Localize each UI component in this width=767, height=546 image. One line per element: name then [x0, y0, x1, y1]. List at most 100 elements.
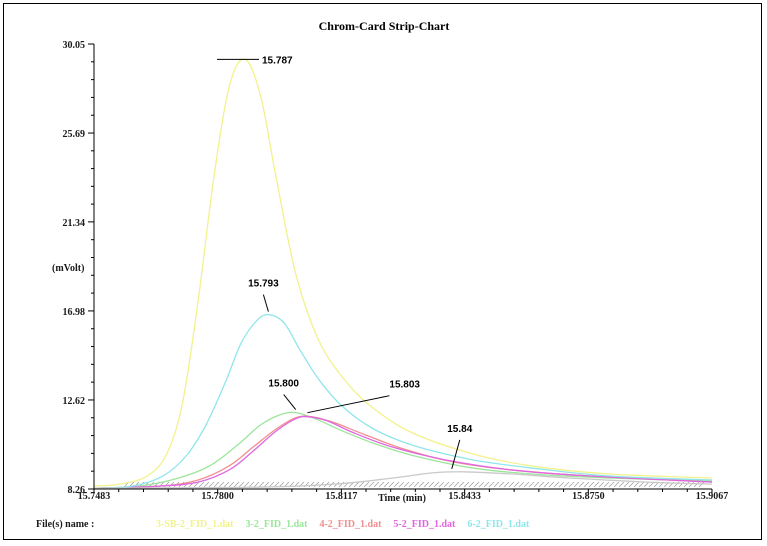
baseline-hatch-mark — [603, 481, 610, 488]
legend-entry: 4-2_FID_1.dat — [319, 519, 382, 530]
baseline-hatch-mark — [618, 481, 625, 488]
legend-entry: 5-2_FID_1.dat — [393, 519, 456, 530]
baseline-hatch-mark — [588, 481, 595, 488]
baseline-hatch-mark — [693, 481, 700, 488]
baseline-hatch-mark — [688, 481, 695, 488]
baseline-hatch-mark — [418, 481, 425, 488]
baseline-hatch-mark — [438, 481, 445, 488]
baseline-hatch-mark — [458, 481, 465, 488]
baseline-hatch-mark — [498, 481, 505, 488]
baseline-hatch-mark — [538, 481, 545, 488]
legend-entry: 3-2_FID_1.dat — [246, 519, 309, 530]
peak-label: 15.793 — [248, 279, 279, 290]
baseline-hatch-mark — [253, 481, 260, 488]
x-tick-label: 15.8117 — [325, 491, 357, 502]
baseline-hatch-mark — [423, 481, 430, 488]
baseline-hatch-mark — [408, 481, 415, 488]
peak-label: 15.787 — [262, 55, 293, 66]
y-axis-label: (mVolt) — [52, 263, 84, 274]
annotation-leader — [262, 294, 269, 312]
baseline-hatch-mark — [633, 481, 640, 488]
baseline-hatch-mark — [643, 481, 650, 488]
baseline-hatch-mark — [403, 481, 410, 488]
y-tick-label: 30.05 — [63, 40, 86, 51]
annotation-leader — [451, 439, 461, 469]
baseline-hatch-mark — [233, 481, 240, 488]
legend: File(s) name : 3-SB-2_FID_1.dat 3-2_FID_1… — [36, 519, 530, 530]
baseline-hatch-mark — [528, 481, 535, 488]
baseline-hatch-mark — [358, 481, 365, 488]
baseline-hatch-mark — [623, 481, 630, 488]
baseline-hatch-mark — [338, 481, 345, 488]
baseline-hatch-mark — [193, 481, 200, 488]
chart-frame: Chrom-Card Strip-Chart 30.05 25.69 21.34 16… — [3, 3, 762, 540]
baseline-hatch-mark — [493, 481, 500, 488]
series-line-4 — [93, 415, 713, 489]
baseline-hatch-mark — [568, 481, 575, 488]
baseline-hatch-mark — [698, 481, 705, 488]
baseline-hatch — [123, 481, 705, 488]
baseline-hatch-mark — [213, 481, 220, 488]
baseline-hatch-mark — [353, 481, 360, 488]
y-tick-label: 25.69 — [63, 129, 86, 140]
legend-entry: 3-SB-2_FID_1.dat — [156, 519, 234, 530]
series-lines — [93, 58, 713, 489]
baseline-hatch-mark — [378, 481, 385, 488]
baseline-hatch-mark — [478, 481, 485, 488]
baseline-hatch-mark — [258, 481, 265, 488]
baseline-hatch-mark — [518, 481, 525, 488]
baseline-hatch-mark — [373, 481, 380, 488]
baseline-hatch-mark — [453, 481, 460, 488]
peak-annotations: 15.787 15.793 15.800 15.803 15.84 — [216, 55, 473, 469]
baseline-hatch-mark — [398, 481, 405, 488]
baseline-hatch-mark — [268, 481, 275, 488]
annotation-leader — [307, 395, 390, 414]
legend-title: File(s) name : — [36, 519, 94, 530]
baseline-hatch-mark — [238, 481, 245, 488]
baseline-hatch-mark — [523, 481, 530, 488]
baseline-hatch-mark — [223, 481, 230, 488]
baseline-hatch-mark — [513, 481, 520, 488]
peak-label: 15.803 — [389, 380, 420, 391]
baseline-hatch-mark — [508, 481, 515, 488]
baseline-hatch-mark — [228, 481, 235, 488]
baseline-hatch-mark — [638, 481, 645, 488]
y-tick-label: 12.62 — [63, 396, 86, 407]
baseline-hatch-mark — [503, 481, 510, 488]
baseline-hatch-mark — [628, 481, 635, 488]
baseline-hatch-mark — [203, 481, 210, 488]
baseline-hatch-mark — [248, 481, 255, 488]
baseline-hatch-mark — [533, 481, 540, 488]
baseline-hatch-mark — [593, 481, 600, 488]
series-line-5 — [93, 313, 713, 489]
baseline-hatch-mark — [388, 481, 395, 488]
x-tick-label: 15.7800 — [201, 491, 234, 502]
x-tick-label: 15.8433 — [448, 491, 481, 502]
x-axis-label: Time (min) — [378, 493, 426, 504]
annotation-leader — [283, 394, 297, 410]
baseline-hatch-mark — [558, 481, 565, 488]
baseline-hatch-mark — [553, 481, 560, 488]
axes — [93, 44, 712, 490]
baseline-hatch-mark — [473, 481, 480, 488]
baseline-hatch-mark — [243, 481, 250, 488]
baseline-hatch-mark — [208, 481, 215, 488]
baseline-hatch-mark — [448, 481, 455, 488]
baseline-hatch-mark — [488, 481, 495, 488]
series-line-6 — [93, 471, 713, 489]
baseline-hatch-mark — [308, 481, 315, 488]
baseline-hatch-mark — [313, 481, 320, 488]
baseline-hatch-mark — [583, 481, 590, 488]
y-tick-label: 21.34 — [63, 218, 86, 229]
x-tick-label: 15.7483 — [78, 491, 111, 502]
chart-title: Chrom-Card Strip-Chart — [319, 19, 450, 33]
baseline-hatch-mark — [383, 481, 390, 488]
baseline-hatch-mark — [198, 481, 205, 488]
baseline-hatch-mark — [608, 481, 615, 488]
legend-entry: 6-2_FID_1.dat — [467, 519, 530, 530]
baseline-hatch-mark — [393, 481, 400, 488]
baseline-hatch-mark — [363, 481, 370, 488]
baseline-hatch-mark — [598, 481, 605, 488]
y-tick-label: 8.26 — [68, 485, 86, 496]
